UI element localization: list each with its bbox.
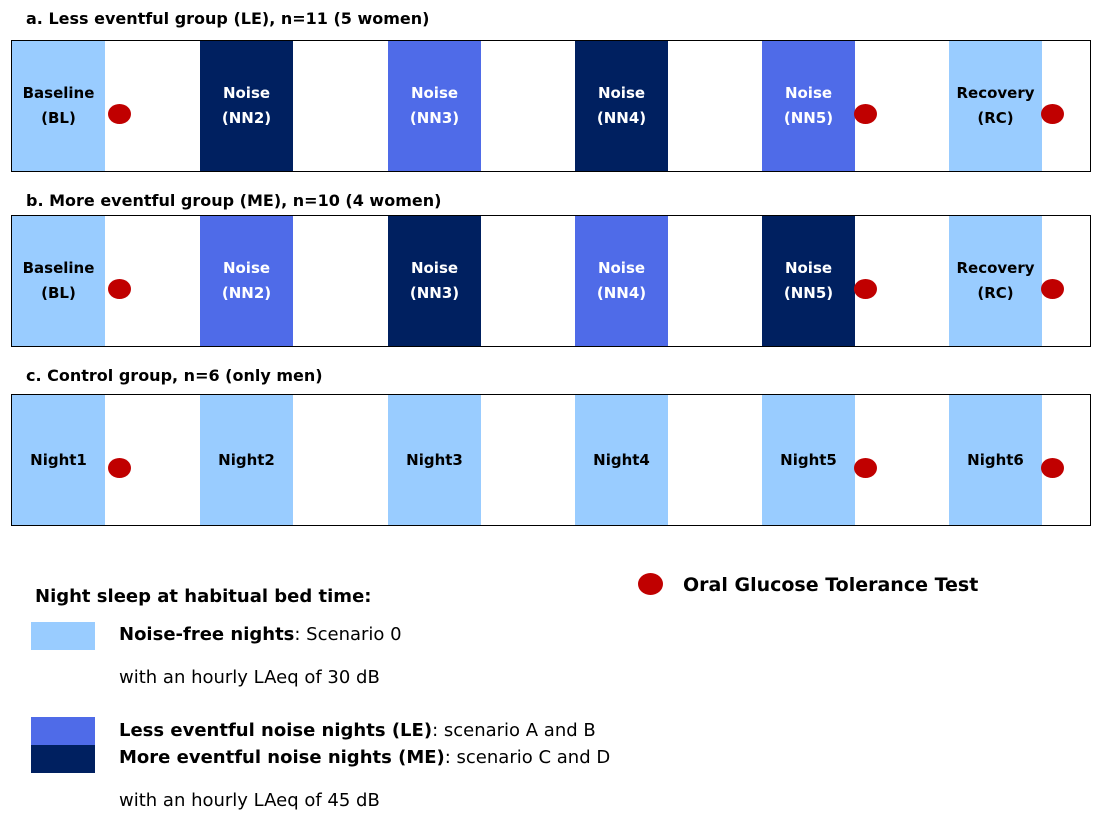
night-label: Noise (597, 84, 646, 102)
group-b-title: b. More eventful group (ME), n=10 (4 wom… (26, 191, 442, 210)
more-eventful-legend-rest: : scenario C and D (444, 747, 611, 768)
noise-free-level: with an hourly LAeq of 30 dB (119, 667, 380, 688)
night-label: Noise (784, 259, 833, 277)
night-block: Noise (NN4) (575, 216, 668, 346)
night-code: (NN3) (409, 284, 460, 302)
less-eventful-swatch (31, 717, 95, 745)
group-a-title: a. Less eventful group (LE), n=11 (5 wom… (26, 9, 430, 28)
legend-title: Night sleep at habitual bed time: (35, 586, 372, 607)
ogtt-marker (854, 458, 877, 478)
night-block: Night2 (200, 395, 293, 525)
night-code: (NN2) (221, 284, 272, 302)
night-block: Night6 (949, 395, 1042, 525)
ogtt-marker (1041, 279, 1064, 299)
night-label: Noise (784, 84, 833, 102)
more-eventful-legend-bold: More eventful noise nights (ME) (119, 747, 445, 768)
night-block: Recovery (RC) (949, 41, 1042, 171)
ogtt-marker (1041, 104, 1064, 124)
group-c-title: c. Control group, n=6 (only men) (26, 366, 323, 385)
night-code: (NN5) (783, 109, 834, 127)
night-block: Noise (NN2) (200, 216, 293, 346)
ogtt-marker (1041, 458, 1064, 478)
night-code: (NN5) (783, 284, 834, 302)
noise-free-legend-label: Noise-free nights: Scenario 0 (119, 624, 402, 645)
night-code: (RC) (977, 109, 1014, 127)
ogtt-marker (108, 104, 131, 124)
night-label: Noise (410, 84, 459, 102)
ogtt-legend-label: Oral Glucose Tolerance Test (683, 574, 979, 596)
night-block: Baseline (BL) (12, 41, 105, 171)
less-eventful-legend-rest: : scenario A and B (432, 720, 596, 741)
night-block: Noise (NN5) (762, 41, 855, 171)
ogtt-legend-marker (638, 573, 663, 595)
night-block: Night4 (575, 395, 668, 525)
night-block: Noise (NN3) (388, 41, 481, 171)
timeline-group-a: Baseline (BL) Noise (NN2) Noise (NN3) Noise (NN… (11, 40, 1091, 172)
night-label: Night1 (30, 450, 87, 469)
noise-free-legend-bold: Noise-free nights (119, 624, 295, 645)
night-block: Baseline (BL) (12, 216, 105, 346)
night-block: Noise (NN2) (200, 41, 293, 171)
ogtt-marker (108, 279, 131, 299)
night-code: (NN3) (409, 109, 460, 127)
night-code: (NN4) (596, 109, 647, 127)
night-label: Recovery (956, 259, 1035, 277)
ogtt-marker (854, 104, 877, 124)
night-code: (NN2) (221, 109, 272, 127)
less-eventful-legend-label: Less eventful noise nights (LE): scenari… (119, 720, 596, 741)
noise-free-swatch (31, 622, 95, 650)
timeline-group-b: Baseline (BL) Noise (NN2) Noise (NN3) Noise (NN… (11, 215, 1091, 347)
night-block: Noise (NN4) (575, 41, 668, 171)
night-label: Night2 (218, 450, 275, 469)
night-block: Noise (NN3) (388, 216, 481, 346)
noise-free-legend-rest: : Scenario 0 (294, 624, 402, 645)
night-block: Recovery (RC) (949, 216, 1042, 346)
night-label: Night6 (967, 450, 1024, 469)
more-eventful-legend-label: More eventful noise nights (ME): scenari… (119, 747, 610, 768)
noise-level: with an hourly LAeq of 45 dB (119, 790, 380, 811)
night-label: Night3 (406, 450, 463, 469)
night-label: Noise (222, 259, 271, 277)
night-code: (NN4) (596, 284, 647, 302)
ogtt-marker (108, 458, 131, 478)
night-label: Recovery (956, 84, 1035, 102)
night-code: (BL) (41, 109, 76, 127)
night-label: Baseline (22, 259, 95, 277)
night-label: Noise (597, 259, 646, 277)
night-label: Noise (222, 84, 271, 102)
less-eventful-legend-bold: Less eventful noise nights (LE) (119, 720, 433, 741)
night-label: Baseline (22, 84, 95, 102)
more-eventful-swatch (31, 745, 95, 773)
night-code: (RC) (977, 284, 1014, 302)
timeline-group-c: Night1 Night2 Night3 Night4 Night5 Night6 (11, 394, 1091, 526)
night-label: Night4 (593, 450, 650, 469)
night-block: Noise (NN5) (762, 216, 855, 346)
night-label: Night5 (780, 450, 837, 469)
night-block: Night5 (762, 395, 855, 525)
night-block: Night1 (12, 395, 105, 525)
ogtt-marker (854, 279, 877, 299)
night-block: Night3 (388, 395, 481, 525)
night-code: (BL) (41, 284, 76, 302)
night-label: Noise (410, 259, 459, 277)
